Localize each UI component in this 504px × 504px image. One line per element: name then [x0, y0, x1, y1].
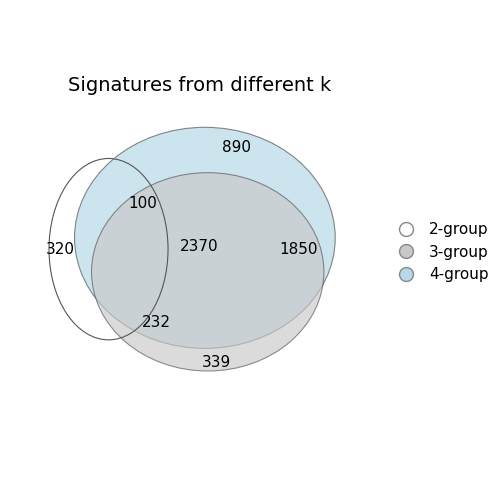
Text: 100: 100	[128, 197, 157, 211]
Text: 232: 232	[142, 316, 171, 330]
Text: 2370: 2370	[180, 239, 219, 254]
Title: Signatures from different k: Signatures from different k	[68, 76, 331, 95]
Text: 1850: 1850	[279, 241, 318, 257]
Ellipse shape	[92, 173, 324, 371]
Text: 890: 890	[222, 140, 250, 155]
Legend: 2-group, 3-group, 4-group: 2-group, 3-group, 4-group	[391, 222, 489, 282]
Text: 339: 339	[202, 355, 231, 370]
Ellipse shape	[75, 128, 335, 348]
Text: 320: 320	[46, 241, 75, 257]
